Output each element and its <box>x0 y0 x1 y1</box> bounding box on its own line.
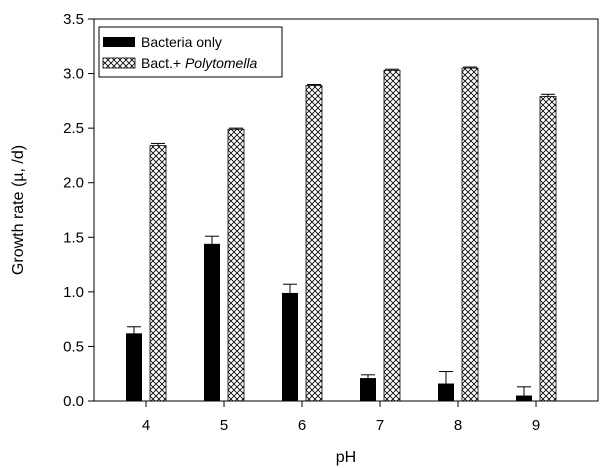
legend-label-prefix: Bact.+ <box>141 55 185 71</box>
x-tick-label: 4 <box>142 417 150 434</box>
legend-swatch-bacteria-only <box>103 37 135 47</box>
bar-bacteria-only <box>438 383 454 401</box>
x-tick-label: 6 <box>298 417 306 434</box>
x-tick-label: 5 <box>220 417 228 434</box>
bar-marks <box>126 67 557 402</box>
y-axis-label: Growth rate (µ, /d) <box>10 145 27 275</box>
y-tick-label: 2.5 <box>63 120 84 137</box>
bar-bact-polytomella <box>149 145 167 402</box>
y-tick-label: 1.0 <box>63 284 84 301</box>
x-axis-ticks: 4 5 6 7 8 9 <box>142 401 540 434</box>
y-axis-ticks: 0.0 0.5 1.0 1.5 2.0 2.5 3.0 3.5 <box>63 11 94 410</box>
bar-bacteria-only <box>126 333 142 401</box>
y-tick-label: 2.0 <box>63 175 84 192</box>
legend-box <box>98 26 283 78</box>
plot-frame <box>93 18 599 402</box>
bar-bact-polytomella <box>461 67 479 402</box>
x-tick-label: 7 <box>376 417 384 434</box>
y-tick-label: 3.5 <box>63 11 84 28</box>
bar-bact-polytomella <box>383 69 401 402</box>
bar-bacteria-only <box>516 395 532 401</box>
bar-bact-polytomella <box>305 85 323 402</box>
y-tick-label: 0.5 <box>63 338 84 355</box>
bar-bacteria-only <box>282 292 298 401</box>
x-tick-label: 9 <box>532 417 540 434</box>
y-tick-label: 1.5 <box>63 229 84 246</box>
error-bars <box>127 66 555 396</box>
bar-bact-polytomella <box>539 96 557 402</box>
axes <box>93 18 599 402</box>
legend-label-bacteria-only: Bacteria only <box>141 34 222 50</box>
legend-label-bact-polytomella: Bact.+ Polytomella <box>141 55 258 71</box>
x-axis-label: pH <box>336 449 356 466</box>
bar-bacteria-only <box>360 378 376 401</box>
x-tick-label: 8 <box>454 417 462 434</box>
y-tick-label: 0.0 <box>63 393 84 410</box>
legend-swatch-bact-polytomella <box>102 57 136 69</box>
bar-bact-polytomella <box>227 128 245 402</box>
y-tick-label: 3.0 <box>63 66 84 83</box>
legend-label-species: Polytomella <box>185 55 258 71</box>
bar-bacteria-only <box>204 243 220 401</box>
legend: Bacteria only Bact.+ Polytomella <box>98 26 283 78</box>
